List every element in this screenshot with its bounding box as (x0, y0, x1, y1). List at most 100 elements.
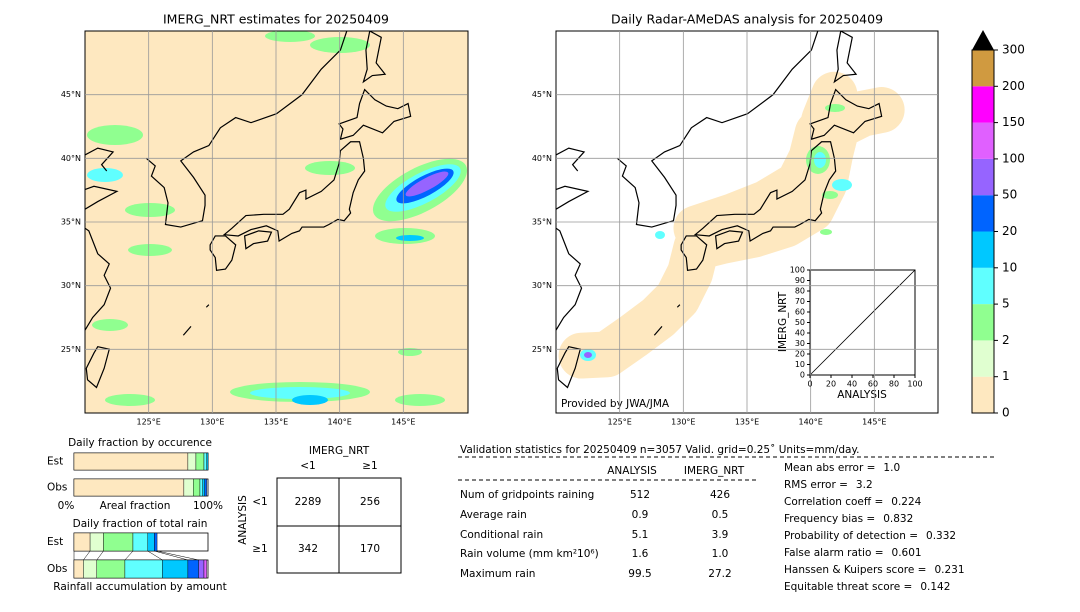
lon-tick-label: 140°E (799, 418, 823, 427)
bar-segment (203, 559, 207, 579)
score-value: 0.601 (892, 547, 922, 559)
colorbar-label: 5 (1002, 297, 1010, 311)
score-label: RMS error = (784, 479, 848, 491)
lon-tick-label: 140°E (328, 418, 352, 427)
lat-tick-label: 30°N (61, 281, 81, 290)
map-title: Daily Radar-AMeDAS analysis for 20250409 (611, 12, 883, 27)
colorbar-segment (972, 376, 994, 413)
connector (147, 550, 163, 561)
map-title: IMERG_NRT estimates for 20250409 (163, 12, 389, 27)
connector (83, 550, 91, 561)
lat-tick-label: 40°N (532, 154, 552, 163)
colorbar-label: 200 (1002, 79, 1025, 93)
col-label: ≥1 (362, 460, 377, 472)
score-label: Equitable threat score = (784, 581, 912, 593)
colorbar-segment (972, 86, 994, 123)
lat-tick-label: 25°N (532, 345, 552, 354)
y-tick-label: 60 (795, 308, 805, 317)
bar-segment (187, 452, 197, 471)
row-value: 0.5 (712, 509, 729, 521)
connector (96, 550, 104, 561)
colorbar-label: 100 (1002, 151, 1025, 165)
row-value: 1.6 (632, 548, 649, 560)
y-tick-label: 100 (790, 266, 805, 275)
bar-segment (73, 532, 91, 552)
lat-tick-label: 35°N (61, 218, 81, 227)
bar-segment (206, 452, 209, 471)
y-tick-label: 10 (795, 360, 805, 369)
map-left (85, 31, 468, 413)
colorbar-segment (972, 304, 994, 341)
col-label: <1 (300, 460, 315, 472)
cell: 170 (360, 543, 380, 555)
row-value: 512 (630, 489, 650, 501)
bar-segment (204, 478, 207, 497)
lon-tick-label: 145°E (862, 418, 886, 427)
score-value: 0.332 (926, 530, 956, 542)
x-tick-label: 100 (907, 380, 922, 389)
score-label: Hanssen & Kuipers score = (784, 564, 926, 576)
cell: 256 (360, 496, 380, 508)
score-label: Correlation coeff = (784, 496, 883, 508)
bar-segment (103, 532, 134, 552)
row-value: 1.0 (712, 548, 729, 560)
connector (154, 550, 188, 561)
col-title: IMERG_NRT (309, 445, 370, 457)
row-value: 5.1 (632, 529, 649, 541)
colorbar-segment (972, 195, 994, 232)
score-label: False alarm ratio = (784, 547, 884, 559)
lon-tick-label: 145°E (391, 418, 415, 427)
colorbar-label: 1 (1002, 369, 1010, 383)
row-value: 0.9 (632, 509, 649, 521)
lon-tick-label: 130°E (200, 418, 224, 427)
row-label: Obs (47, 563, 67, 575)
y-tick-label: 90 (795, 276, 805, 285)
colorbar-segment (972, 267, 994, 305)
bar-segment (202, 478, 205, 497)
x-tick-label: 20 (826, 380, 836, 389)
bar-segment (203, 452, 207, 471)
bar-segment (83, 559, 97, 579)
score-value: 0.224 (891, 496, 921, 508)
row-label: Conditional rain (460, 529, 543, 541)
validation-header: Validation statistics for 20250409 n=305… (460, 444, 860, 456)
y-axis-label: IMERG_NRT (777, 291, 789, 352)
lat-tick-label: 45°N (532, 90, 552, 99)
row-label: Maximum rain (460, 568, 535, 580)
row-value: 27.2 (708, 568, 731, 580)
colorbar-segment (972, 158, 994, 196)
row-value: 426 (710, 489, 730, 501)
bar-segment (195, 452, 205, 471)
row-label: Est (47, 536, 63, 548)
colorbar-label: 150 (1002, 115, 1025, 129)
score-value: 1.0 (883, 462, 900, 474)
row-title: ANALYSIS (237, 495, 249, 545)
y-tick-label: 30 (795, 339, 805, 348)
bar-title: Daily fraction of total rain (73, 518, 208, 530)
y-tick-label: 20 (795, 350, 805, 359)
bar-segment (193, 478, 201, 497)
lat-tick-label: 35°N (532, 218, 552, 227)
score-value: 0.832 (883, 513, 913, 525)
lat-tick-label: 30°N (532, 281, 552, 290)
lon-tick-label: 135°E (264, 418, 288, 427)
connector (124, 550, 134, 561)
credit: Provided by JWA/JMA (561, 398, 670, 410)
bar-segment (198, 559, 205, 579)
row-label: Obs (47, 482, 67, 494)
bar-segment (132, 532, 148, 552)
colorbar-segment (972, 340, 994, 377)
row-label: Est (47, 456, 63, 468)
bar-footer: Rainfall accumulation by amount (53, 581, 226, 593)
bar-title: Daily fraction by occurence (68, 437, 212, 449)
x-tick-label: 0 (807, 380, 812, 389)
column-header: IMERG_NRT (684, 465, 745, 477)
axis-label: 0% (58, 500, 75, 512)
lon-tick-label: 125°E (137, 418, 161, 427)
rain-field (87, 31, 468, 406)
bar-segment (154, 532, 158, 552)
colorbar-label: 0 (1002, 406, 1010, 420)
bar-segment (89, 532, 104, 552)
lat-tick-label: 45°N (61, 90, 81, 99)
